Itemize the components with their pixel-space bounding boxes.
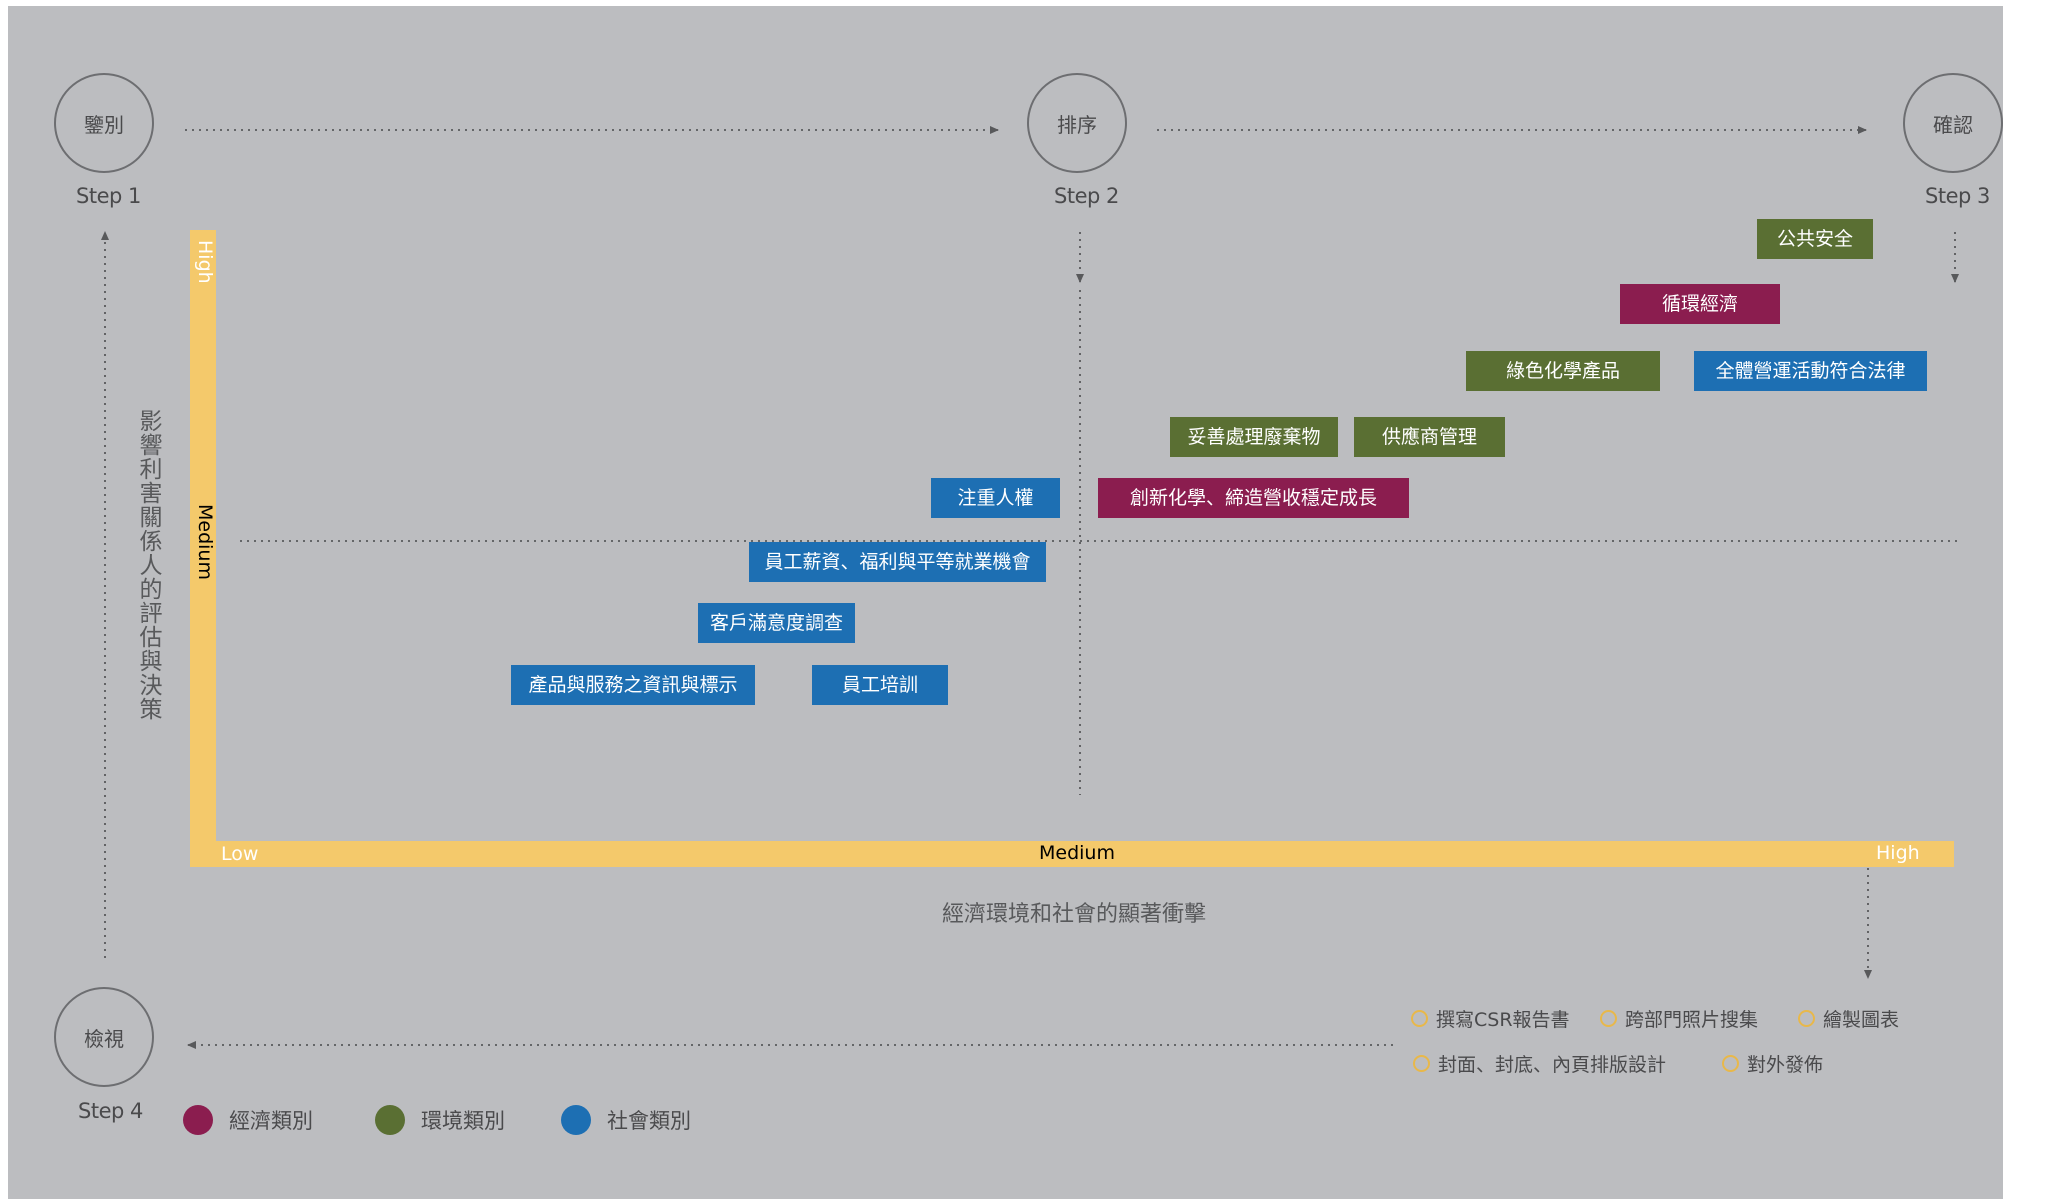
task-item: 繪製圖表 [1798,1005,1899,1032]
step3-label: Step 3 [1925,184,1990,208]
x-axis-bar [190,841,1954,867]
step2-label: Step 2 [1054,184,1119,208]
step2-circle: 排序 [1027,73,1127,173]
tag-innovation-growth: 創新化學、締造營收穩定成長 [1098,478,1409,518]
task-label: 繪製圖表 [1823,1009,1900,1031]
environment-dot-icon [375,1105,405,1135]
x-axis-medium-label: Medium [1039,842,1115,864]
task-label: 封面、封底、內頁排版設計 [1438,1054,1667,1076]
step3-circle: 確認 [1903,73,2003,173]
x-axis-high-label: High [1876,842,1920,864]
y-axis-bar [190,230,216,867]
tag-public-safety: 公共安全 [1757,219,1873,259]
task-label: 對外發佈 [1747,1054,1824,1076]
legend-environment-label: 環境類別 [421,1109,505,1133]
legend-social-label: 社會類別 [607,1109,691,1133]
step3-circle-text: 確認 [1933,112,1973,137]
x-axis-title: 經濟環境和社會的顯著衝擊 [942,902,1207,927]
step1-label: Step 1 [76,184,141,208]
tag-product-information: 產品與服務之資訊與標示 [511,665,755,705]
x-axis-low-label: Low [221,843,259,865]
task-label: 跨部門照片搜集 [1625,1009,1759,1031]
task-label: 撰寫CSR報告書 [1436,1009,1570,1031]
tag-employee-training: 員工培訓 [812,665,948,705]
y-axis-medium-label: Medium [194,504,216,580]
diagram-panel [8,6,2003,1199]
task-item: 對外發佈 [1722,1050,1823,1077]
task-item: 封面、封底、內頁排版設計 [1413,1050,1666,1077]
tag-waste-disposal: 妥善處理廢棄物 [1170,417,1338,457]
economic-dot-icon [183,1105,213,1135]
step2-circle-text: 排序 [1057,112,1097,137]
step4-label: Step 4 [78,1099,143,1123]
social-dot-icon [561,1105,591,1135]
y-axis-title: 影響利害關係人的評估與決策 [139,409,163,723]
tag-supplier-management: 供應商管理 [1354,417,1505,457]
task-item: 跨部門照片搜集 [1600,1005,1758,1032]
y-axis-high-label: High [194,240,216,284]
legend-economic-label: 經濟類別 [229,1109,313,1133]
step1-circle-text: 鑒別 [84,112,124,137]
step4-circle: 檢視 [54,987,154,1087]
ring-icon [1411,1010,1428,1027]
task-item: 撰寫CSR報告書 [1411,1005,1570,1032]
legend-social: 社會類別 [561,1105,691,1135]
tag-salary-benefits: 員工薪資、福利與平等就業機會 [749,542,1046,582]
ring-icon [1798,1010,1815,1027]
tag-customer-satisfaction: 客戶滿意度調查 [698,603,855,643]
ring-icon [1413,1055,1430,1072]
tag-green-chemistry: 綠色化學產品 [1466,351,1660,391]
tag-circular-economy: 循環經濟 [1620,284,1780,324]
ring-icon [1722,1055,1739,1072]
step1-circle: 鑒別 [54,73,154,173]
step4-circle-text: 檢視 [84,1026,124,1051]
legend-environment: 環境類別 [375,1105,505,1135]
legend-economic: 經濟類別 [183,1105,313,1135]
ring-icon [1600,1010,1617,1027]
tag-legal-compliance: 全體營運活動符合法律 [1694,351,1927,391]
tag-human-rights: 注重人權 [931,478,1060,518]
